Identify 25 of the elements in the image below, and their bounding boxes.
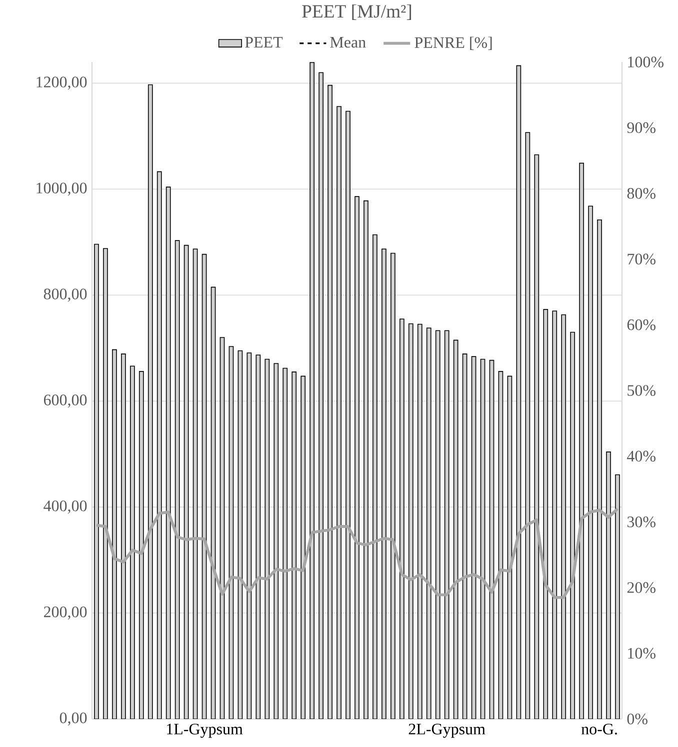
y2-tick-label: 80% (627, 188, 656, 199)
legend-label: Mean (330, 37, 366, 48)
x-tick-label: 2L-Gypsum (408, 724, 486, 738)
y2-tick-label: 0% (627, 714, 648, 724)
x-tick-label: no-G. (581, 724, 617, 735)
legend-label: PENRE [%] (414, 36, 492, 50)
y-tick-label: 200,00 (44, 606, 87, 620)
y-tick-label: 400,00 (44, 500, 87, 514)
y-tick-label: 600,00 (44, 394, 87, 408)
y2-tick-label: 30% (627, 516, 656, 528)
chart-title: PEET [MJ/m²] (302, 4, 412, 20)
y2-tick-label: 90% (627, 122, 656, 134)
y2-tick-label: 100% (628, 56, 664, 68)
y2-tick-label: 70% (628, 254, 656, 265)
y2-tick-label: 50% (628, 385, 656, 396)
legend-label: PEET (245, 37, 283, 48)
y2-tick-label: 20% (627, 582, 656, 594)
y-tick-label: 1000,00 (36, 182, 87, 196)
y2-tick-label: 40% (627, 450, 656, 462)
x-tick-label: 1L-Gypsum (167, 724, 243, 738)
y-tick-label: 1200,00 (36, 76, 87, 90)
y-tick-label: 0,00 (60, 712, 87, 726)
y2-tick-label: 60% (627, 319, 656, 330)
y2-tick-label: 10% (628, 648, 656, 659)
y-tick-label: 800,00 (44, 288, 87, 302)
